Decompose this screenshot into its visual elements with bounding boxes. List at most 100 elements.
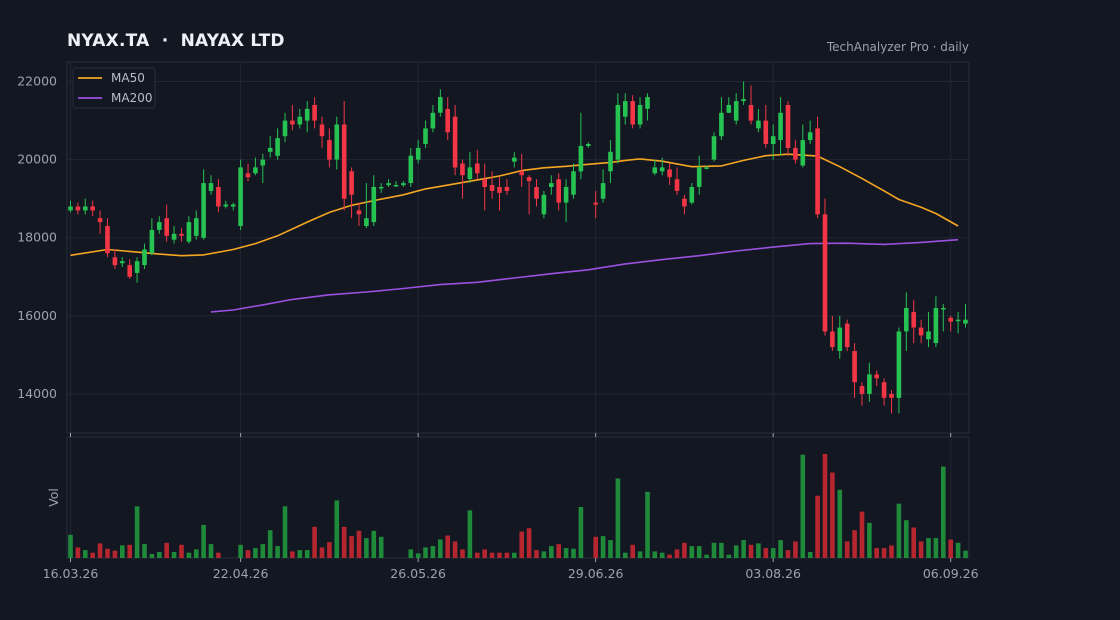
axes: 14000 16000 18000 20000 22000 16.03.26 22.04.2…	[17, 74, 978, 581]
candle	[630, 95, 635, 129]
volume-bar	[68, 534, 73, 558]
x-tick-label: 22.04.26	[213, 566, 269, 581]
candle	[179, 227, 184, 242]
candle-body	[926, 331, 931, 340]
candle-body	[275, 138, 280, 156]
candle-body	[430, 112, 436, 129]
volume-bar	[571, 548, 576, 558]
candle	[763, 104, 769, 148]
legend-label-ma50: MA50	[111, 71, 145, 85]
candle-body	[726, 105, 732, 113]
candle	[556, 173, 561, 211]
candle-body	[327, 140, 332, 160]
candle	[852, 343, 857, 398]
volume-bar	[438, 539, 443, 558]
candle	[120, 257, 125, 268]
candle	[386, 179, 391, 187]
candle	[674, 167, 680, 195]
plot-frames	[66, 61, 970, 559]
volume-bars	[68, 454, 968, 558]
chart-title: NYAX.TA · NAYAX LTD	[67, 31, 285, 51]
candle	[704, 165, 709, 170]
volume-bar	[645, 491, 650, 558]
candle-body	[652, 167, 658, 174]
volume-bar	[275, 546, 280, 558]
candle	[815, 116, 820, 219]
volume-bar	[467, 510, 473, 558]
candle	[238, 159, 243, 230]
candle-body	[312, 105, 317, 121]
candle-body	[837, 327, 843, 351]
volume-bar	[955, 542, 961, 558]
candle	[711, 132, 717, 162]
candle	[615, 93, 621, 164]
candle-body	[401, 183, 406, 186]
candle	[415, 140, 421, 164]
candle	[245, 163, 251, 182]
candle-body	[120, 261, 125, 264]
candle-body	[896, 331, 902, 398]
candle-body	[963, 319, 968, 324]
volume-bar	[105, 548, 110, 558]
volume-bar	[933, 538, 939, 558]
moving-averages	[70, 153, 959, 313]
candle	[364, 183, 369, 228]
volume-bar	[652, 551, 658, 558]
candle-body	[415, 147, 421, 160]
candle	[445, 97, 450, 141]
candle-body	[815, 128, 820, 215]
candle	[963, 304, 968, 328]
candle	[748, 85, 754, 125]
candle	[127, 259, 132, 279]
candle	[719, 97, 724, 141]
candle-body	[371, 187, 377, 223]
candle	[807, 120, 813, 145]
volume-bar	[149, 554, 155, 558]
candle-body	[800, 140, 806, 166]
volume-bar	[356, 530, 362, 558]
candle	[830, 315, 835, 351]
candle	[689, 183, 695, 205]
candle	[918, 319, 924, 344]
volume-bar	[600, 536, 606, 558]
volume-bar	[208, 544, 214, 558]
candle	[430, 104, 436, 133]
volume-bar	[408, 549, 414, 558]
volume-bar	[312, 526, 317, 558]
legend: MA50 MA200	[72, 67, 156, 109]
volume-bar	[918, 541, 924, 558]
candle-body	[948, 317, 953, 322]
candle-body	[586, 144, 591, 146]
volume-bar	[793, 541, 798, 558]
candle	[941, 304, 946, 332]
candle-body	[134, 261, 140, 273]
candle-body	[623, 101, 628, 117]
candle-body	[563, 187, 569, 203]
volume-bar	[290, 551, 295, 558]
volume-bar	[696, 546, 702, 558]
candle-body	[445, 108, 450, 133]
candle-body	[260, 159, 266, 166]
candle	[489, 171, 495, 199]
candle	[68, 200, 73, 213]
volume-bar	[319, 547, 325, 558]
y-tick-label: 20000	[17, 152, 57, 167]
candle-body	[793, 147, 798, 160]
candle-body	[637, 105, 643, 125]
candle-body	[68, 206, 73, 211]
candle-body	[90, 206, 95, 211]
candle	[563, 179, 569, 223]
candle	[260, 153, 266, 184]
volume-bar	[807, 552, 813, 558]
candle	[948, 315, 953, 332]
volume-bar	[475, 552, 480, 558]
volume-bar	[563, 548, 569, 558]
candle-body	[504, 187, 510, 191]
volume-bar	[667, 554, 672, 558]
candle	[512, 151, 517, 168]
candle-body	[112, 257, 118, 266]
candle	[911, 300, 916, 344]
candle-body	[770, 136, 776, 144]
candle-body	[267, 147, 273, 152]
candle-body	[659, 167, 665, 172]
